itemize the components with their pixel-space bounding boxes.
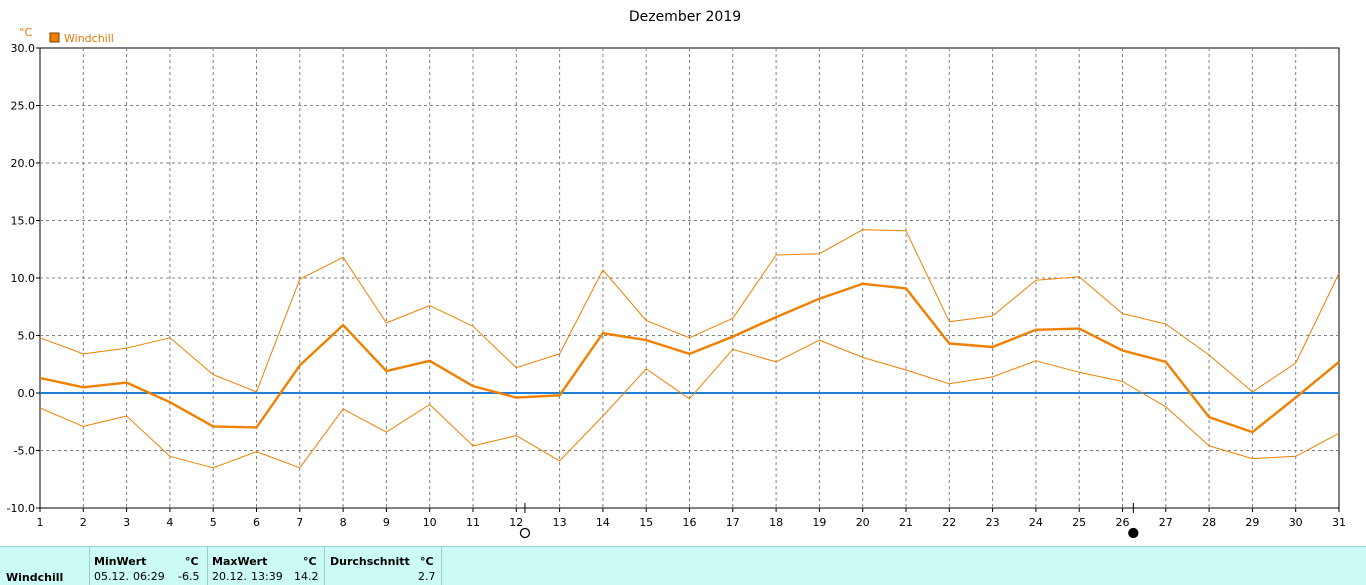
y-tick-label: 30.0 [11, 42, 36, 55]
x-tick-label: 28 [1202, 516, 1216, 529]
legend-label: Windchill [64, 32, 114, 45]
max-date: 20.12. [212, 570, 247, 583]
chart: Dezember 2019 °C Windchill 30.025.020.01… [7, 9, 1346, 539]
x-tick-label: 30 [1289, 516, 1303, 529]
stats-divider [89, 547, 90, 585]
max-time: 13:39 [251, 570, 283, 583]
x-tick-label: 2 [80, 516, 87, 529]
y-tick-label: 25.0 [11, 100, 36, 113]
x-tick-label: 11 [466, 516, 480, 529]
stats-divider [207, 547, 208, 585]
x-tick-label: 24 [1029, 516, 1043, 529]
x-tick-label: 12 [509, 516, 523, 529]
x-tick-label: 9 [383, 516, 390, 529]
y-tick-label: 0.0 [18, 387, 36, 400]
series-min-line [39, 339, 1340, 469]
max-unit: °C [303, 555, 317, 568]
min-value: -6.5 [178, 570, 200, 583]
min-date: 05.12. [94, 570, 129, 583]
x-tick-label: 5 [210, 516, 217, 529]
x-tick-label: 15 [639, 516, 653, 529]
x-tick-label: 10 [423, 516, 437, 529]
series-max-line [39, 229, 1340, 393]
y-tick-label: 20.0 [11, 157, 36, 170]
min-unit: °C [185, 555, 199, 568]
x-tick-label: 29 [1245, 516, 1259, 529]
stats-divider [324, 547, 325, 585]
avg-unit: °C [420, 555, 434, 568]
x-tick-label: 23 [986, 516, 1000, 529]
series-mean-line [39, 282, 1340, 434]
max-header: MaxWert [212, 555, 268, 568]
x-tick-label: 21 [899, 516, 913, 529]
y-tick-label: 5.0 [18, 330, 36, 343]
y-tick-label: -10.0 [7, 502, 35, 515]
x-tick-label: 16 [683, 516, 697, 529]
min-header: MinWert [94, 555, 147, 568]
y-tick-label: 10.0 [11, 272, 36, 285]
x-tick-label: 4 [166, 516, 173, 529]
y-tick-label: 15.0 [11, 215, 36, 228]
min-time: 06:29 [133, 570, 165, 583]
x-tick-label: 1 [37, 516, 44, 529]
x-tick-label: 19 [812, 516, 826, 529]
x-tick-label: 18 [769, 516, 783, 529]
x-tick-label: 8 [340, 516, 347, 529]
statistics-bar: Windchill MinWert °C 05.12. 06:29 -6.5 M… [0, 546, 1366, 585]
stats-row-label: Windchill [6, 571, 64, 584]
x-tick-label: 6 [253, 516, 260, 529]
y-axis-unit: °C [19, 26, 33, 39]
x-tick-label: 20 [856, 516, 870, 529]
max-value: 14.2 [294, 570, 319, 583]
x-tick-label: 3 [123, 516, 130, 529]
x-tick-label: 13 [553, 516, 567, 529]
new-moon-icon [519, 527, 531, 539]
stats-divider [441, 547, 442, 585]
y-tick-label: -5.0 [14, 445, 35, 458]
x-tick-label: 31 [1332, 516, 1346, 529]
x-tick-label: 27 [1159, 516, 1173, 529]
avg-value: 2.7 [418, 570, 436, 583]
x-tick-label: 26 [1116, 516, 1130, 529]
avg-header: Durchschnitt [330, 555, 410, 568]
chart-title: Dezember 2019 [629, 9, 741, 25]
x-tick-label: 14 [596, 516, 610, 529]
x-tick-label: 7 [296, 516, 303, 529]
full-moon-icon [1128, 527, 1139, 539]
x-tick-label: 25 [1072, 516, 1086, 529]
legend-swatch [49, 32, 60, 43]
x-tick-label: 17 [726, 516, 740, 529]
x-tick-label: 22 [942, 516, 956, 529]
